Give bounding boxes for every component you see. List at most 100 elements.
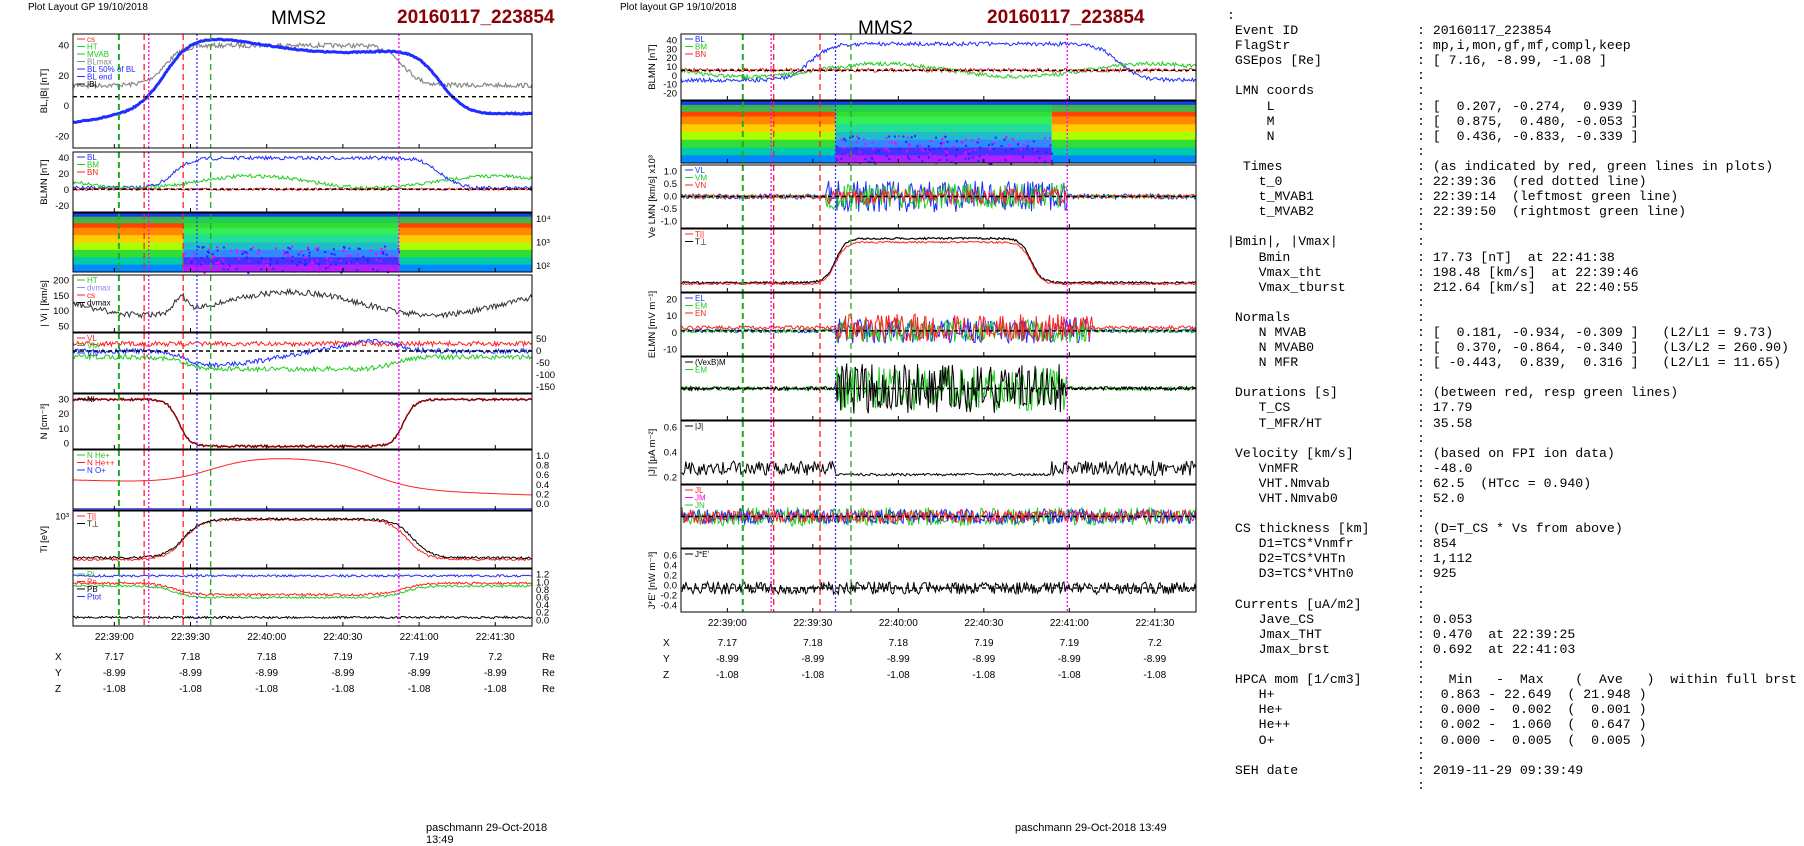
left-panel-frame [72,33,533,149]
left-spec-speckle [390,269,393,272]
left-series-line [73,573,533,578]
left-ytick-label: 0.2 [536,489,549,500]
left-ytick-label: 0 [536,346,541,357]
left-ytick-label: 0.0 [536,499,549,510]
left-legend-entry: T⊥ [87,520,99,529]
left-ytick-label: 50 [536,334,547,345]
mid-spec-speckle [940,144,943,147]
mid-spec-band [1051,124,1196,133]
left-spec-speckle [326,261,329,264]
mid-spec-speckle [888,158,891,161]
mid-spec-band [1051,108,1196,117]
mid-spec-band [1051,155,1196,164]
mid-time-tick-label: 22:40:30 [964,618,1003,629]
left-ytick-label: 30 [58,395,69,406]
mid-spec-speckle [989,148,992,151]
mid-spec-speckle [888,141,891,144]
mid-series-line [680,460,1197,477]
mid-spec-speckle [960,141,963,144]
mid-spec-speckle [944,150,947,153]
left-spec-speckle [346,262,349,265]
mid-spec-speckle [979,146,982,149]
mid-spec-speckle [927,145,930,148]
left-spec-speckle [236,251,239,254]
summary-row: FlagStr: mp,i,mon,gf,mf,compl,keep [1227,38,1804,53]
summary-key [1227,657,1417,672]
left-panel-frame [72,568,533,627]
summary-key: Bmin [1227,249,1291,265]
left-ytick-label: 100 [53,306,69,317]
summary-key: N MVAB0 [1227,340,1315,356]
mid-spec-band [835,124,1052,133]
left-panel-7: 10³ Ti [eV] T||T⊥ [39,510,533,569]
mid-panel-frame [680,420,1197,485]
summary-row: : [1227,295,1804,310]
left-ytick-label: 0.8 [536,461,549,472]
left-spec-speckle [243,251,246,254]
middle-plot-column: Plot layout GP 19/10/2018 MMS2 20160117_… [620,0,1200,841]
summary-key: Event ID [1227,23,1299,39]
left-spec-speckle [296,264,299,267]
summary-row: N MVAB: [ 0.181, -0.934, -0.309 ] (L2/L1… [1227,325,1804,340]
left-legend-entry: cs [87,35,95,44]
mid-spec-speckle [1006,158,1009,161]
mid-spec-speckle [938,147,941,150]
summary-key: Durations [s] [1227,385,1338,401]
mid-spec-speckle [971,139,974,142]
mid-spec-speckle [916,145,919,148]
mid-spec-band [681,124,836,133]
mid-spec-speckle [968,150,971,153]
mid-spec-speckle [851,135,854,138]
left-spec-band [183,235,399,243]
left-spec-speckle [281,270,284,273]
left-spec-band [398,227,532,236]
mid-spec-speckle [1004,158,1007,161]
left-pos-value: -8.99 [484,668,507,679]
left-ytick-label: 10⁴ [536,214,551,225]
mid-spec-speckle [995,157,998,160]
left-spec-band [73,235,184,243]
summary-row: VnMFR: -48.0 [1227,461,1804,476]
left-pos-value: -1.08 [331,684,354,695]
summary-key: Normals [1227,309,1291,325]
summary-row: : [1227,431,1804,446]
mid-spec-speckle [836,155,839,158]
left-pos-unit: Re [542,684,555,695]
mid-pos-value: 7.18 [803,638,823,649]
left-spec-band [398,220,532,229]
left-spec-speckle [272,267,275,270]
summary-key: M [1227,113,1275,129]
summary-row: : [1227,144,1804,159]
left-ytick-label: 10³ [55,512,69,523]
left-spec-speckle [398,250,401,253]
mid-spec-speckle [924,148,927,151]
summary-row: CS thickness [km]: (D=T_CS * Vs from abo… [1227,521,1804,536]
summary-value: : [1417,777,1425,793]
mid-spec-speckle [941,138,944,141]
mid-spec-speckle [1023,144,1026,147]
mid-spec-band [681,132,836,141]
left-spec-speckle [337,257,340,260]
left-spec-speckle [332,248,335,251]
left-spec-speckle [326,266,329,269]
summary-row: N MVAB0: [ 0.370, -0.864, -0.340 ] (L3/L… [1227,340,1804,355]
summary-value: : [ 0.436, -0.833, -0.339 ] [1417,128,1639,144]
mid-pos-value: 7.19 [974,638,994,649]
summary-value: : 1,112 [1417,551,1473,567]
left-ylabel: BL,|B| [nT] [39,69,50,114]
summary-value: : 198.48 [km/s] at 22:39:46 [1417,264,1639,280]
mid-spec-speckle [840,138,843,141]
middle-event-title: 20160117_223854 [987,7,1145,28]
left-ytick-label: -20 [55,132,69,143]
left-series-line [72,41,533,90]
left-spec-band [73,213,532,217]
left-time-tick-label: 22:39:30 [171,632,210,643]
summary-key: He+ [1227,702,1283,718]
summary-value: : 854 [1417,536,1457,552]
left-time-tick-label: 22:40:00 [247,632,286,643]
left-spec-band [398,242,532,251]
summary-value: : [ 7.16, -8.99, -1.08 ] [1417,53,1607,69]
summary-key: L [1227,98,1275,114]
summary-value: : 925 [1417,566,1457,582]
